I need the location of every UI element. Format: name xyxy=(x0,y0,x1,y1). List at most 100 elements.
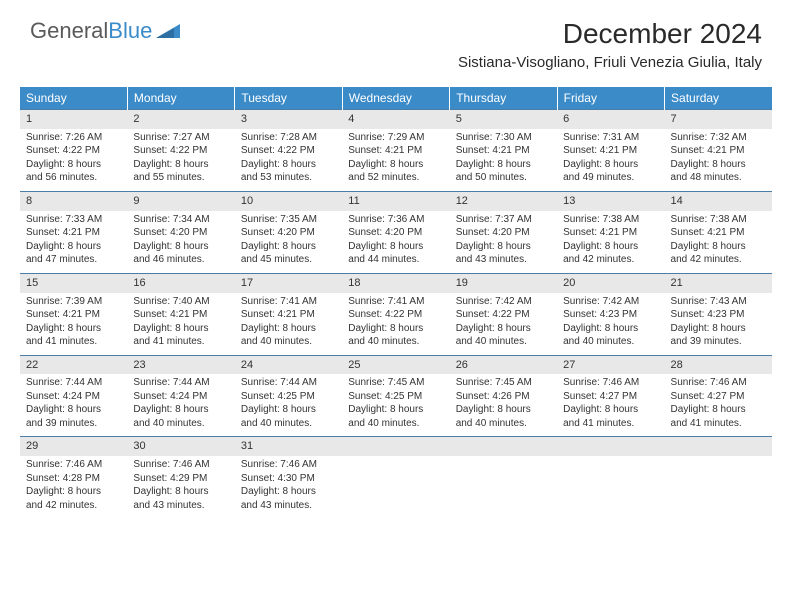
day-cell: 3Sunrise: 7:28 AMSunset: 4:22 PMDaylight… xyxy=(235,110,342,192)
day-detail: Sunrise: 7:39 AMSunset: 4:21 PMDaylight:… xyxy=(20,293,127,355)
day-number: 9 xyxy=(127,192,234,211)
day-number: 26 xyxy=(450,356,557,375)
daylight-text-2: and 43 minutes. xyxy=(456,253,551,267)
sunset-text: Sunset: 4:23 PM xyxy=(671,308,766,322)
sunset-text: Sunset: 4:22 PM xyxy=(456,308,551,322)
day-cell: 8Sunrise: 7:33 AMSunset: 4:21 PMDaylight… xyxy=(20,191,127,273)
daylight-text-2: and 42 minutes. xyxy=(26,499,121,513)
sunrise-text: Sunrise: 7:27 AM xyxy=(133,131,228,145)
daylight-text-2: and 47 minutes. xyxy=(26,253,121,267)
day-number: 22 xyxy=(20,356,127,375)
day-cell: 15Sunrise: 7:39 AMSunset: 4:21 PMDayligh… xyxy=(20,273,127,355)
day-cell: 7Sunrise: 7:32 AMSunset: 4:21 PMDaylight… xyxy=(665,110,772,192)
day-number: 13 xyxy=(557,192,664,211)
daylight-text-2: and 39 minutes. xyxy=(26,417,121,431)
day-detail: Sunrise: 7:38 AMSunset: 4:21 PMDaylight:… xyxy=(557,211,664,273)
day-cell: 21Sunrise: 7:43 AMSunset: 4:23 PMDayligh… xyxy=(665,273,772,355)
day-number: 11 xyxy=(342,192,449,211)
daylight-text-2: and 56 minutes. xyxy=(26,171,121,185)
day-detail: Sunrise: 7:41 AMSunset: 4:21 PMDaylight:… xyxy=(235,293,342,355)
day-cell: 5Sunrise: 7:30 AMSunset: 4:21 PMDaylight… xyxy=(450,110,557,192)
day-cell: 4Sunrise: 7:29 AMSunset: 4:21 PMDaylight… xyxy=(342,110,449,192)
week-row: 22Sunrise: 7:44 AMSunset: 4:24 PMDayligh… xyxy=(20,355,772,437)
day-cell xyxy=(665,437,772,518)
sunset-text: Sunset: 4:21 PM xyxy=(348,144,443,158)
day-header-row: Sunday Monday Tuesday Wednesday Thursday… xyxy=(20,87,772,110)
day-number: 27 xyxy=(557,356,664,375)
day-detail: Sunrise: 7:43 AMSunset: 4:23 PMDaylight:… xyxy=(665,293,772,355)
daylight-text-1: Daylight: 8 hours xyxy=(133,403,228,417)
day-number: 3 xyxy=(235,110,342,129)
daylight-text-1: Daylight: 8 hours xyxy=(241,485,336,499)
daylight-text-2: and 41 minutes. xyxy=(26,335,121,349)
sunrise-text: Sunrise: 7:45 AM xyxy=(348,376,443,390)
sunrise-text: Sunrise: 7:42 AM xyxy=(563,295,658,309)
sunset-text: Sunset: 4:27 PM xyxy=(563,390,658,404)
day-detail: Sunrise: 7:36 AMSunset: 4:20 PMDaylight:… xyxy=(342,211,449,273)
day-cell xyxy=(557,437,664,518)
sunset-text: Sunset: 4:28 PM xyxy=(26,472,121,486)
daylight-text-1: Daylight: 8 hours xyxy=(348,403,443,417)
day-number: 1 xyxy=(20,110,127,129)
sunrise-text: Sunrise: 7:36 AM xyxy=(348,213,443,227)
day-detail: Sunrise: 7:44 AMSunset: 4:24 PMDaylight:… xyxy=(20,374,127,436)
empty-day xyxy=(557,437,664,456)
triangle-icon xyxy=(156,18,180,44)
sunset-text: Sunset: 4:23 PM xyxy=(563,308,658,322)
day-cell: 1Sunrise: 7:26 AMSunset: 4:22 PMDaylight… xyxy=(20,110,127,192)
day-number: 24 xyxy=(235,356,342,375)
day-cell: 18Sunrise: 7:41 AMSunset: 4:22 PMDayligh… xyxy=(342,273,449,355)
day-cell: 22Sunrise: 7:44 AMSunset: 4:24 PMDayligh… xyxy=(20,355,127,437)
daylight-text-2: and 40 minutes. xyxy=(348,335,443,349)
daylight-text-2: and 41 minutes. xyxy=(671,417,766,431)
sunrise-text: Sunrise: 7:44 AM xyxy=(241,376,336,390)
day-number: 5 xyxy=(450,110,557,129)
daylight-text-1: Daylight: 8 hours xyxy=(671,403,766,417)
day-cell: 17Sunrise: 7:41 AMSunset: 4:21 PMDayligh… xyxy=(235,273,342,355)
sunrise-text: Sunrise: 7:32 AM xyxy=(671,131,766,145)
day-number: 6 xyxy=(557,110,664,129)
sunrise-text: Sunrise: 7:42 AM xyxy=(456,295,551,309)
day-number: 25 xyxy=(342,356,449,375)
day-detail: Sunrise: 7:40 AMSunset: 4:21 PMDaylight:… xyxy=(127,293,234,355)
sunrise-text: Sunrise: 7:39 AM xyxy=(26,295,121,309)
daylight-text-2: and 40 minutes. xyxy=(133,417,228,431)
day-number: 8 xyxy=(20,192,127,211)
sunrise-text: Sunrise: 7:33 AM xyxy=(26,213,121,227)
daylight-text-2: and 41 minutes. xyxy=(133,335,228,349)
daylight-text-1: Daylight: 8 hours xyxy=(348,158,443,172)
sunset-text: Sunset: 4:21 PM xyxy=(671,226,766,240)
sunset-text: Sunset: 4:21 PM xyxy=(671,144,766,158)
daylight-text-1: Daylight: 8 hours xyxy=(133,485,228,499)
day-cell: 12Sunrise: 7:37 AMSunset: 4:20 PMDayligh… xyxy=(450,191,557,273)
sunset-text: Sunset: 4:20 PM xyxy=(456,226,551,240)
sunrise-text: Sunrise: 7:29 AM xyxy=(348,131,443,145)
sunrise-text: Sunrise: 7:46 AM xyxy=(133,458,228,472)
week-row: 8Sunrise: 7:33 AMSunset: 4:21 PMDaylight… xyxy=(20,191,772,273)
daylight-text-2: and 41 minutes. xyxy=(563,417,658,431)
daylight-text-1: Daylight: 8 hours xyxy=(133,158,228,172)
daylight-text-1: Daylight: 8 hours xyxy=(456,158,551,172)
day-detail: Sunrise: 7:29 AMSunset: 4:21 PMDaylight:… xyxy=(342,129,449,191)
day-cell: 29Sunrise: 7:46 AMSunset: 4:28 PMDayligh… xyxy=(20,437,127,518)
day-number: 14 xyxy=(665,192,772,211)
day-detail: Sunrise: 7:37 AMSunset: 4:20 PMDaylight:… xyxy=(450,211,557,273)
day-number: 29 xyxy=(20,437,127,456)
sunset-text: Sunset: 4:22 PM xyxy=(26,144,121,158)
daylight-text-2: and 49 minutes. xyxy=(563,171,658,185)
day-detail: Sunrise: 7:45 AMSunset: 4:25 PMDaylight:… xyxy=(342,374,449,436)
daylight-text-2: and 42 minutes. xyxy=(671,253,766,267)
logo: GeneralBlue xyxy=(30,18,180,44)
sunrise-text: Sunrise: 7:38 AM xyxy=(563,213,658,227)
empty-day xyxy=(342,437,449,456)
day-detail: Sunrise: 7:28 AMSunset: 4:22 PMDaylight:… xyxy=(235,129,342,191)
daylight-text-1: Daylight: 8 hours xyxy=(241,403,336,417)
week-row: 29 Sunrise: 7:46 AM Sunset: 4:28 PM Dayligh… xyxy=(20,437,772,518)
day-detail: Sunrise: 7:31 AMSunset: 4:21 PMDaylight:… xyxy=(557,129,664,191)
daylight-text-1: Daylight: 8 hours xyxy=(133,322,228,336)
empty-day xyxy=(450,437,557,456)
day-number: 10 xyxy=(235,192,342,211)
day-detail: Sunrise: 7:45 AMSunset: 4:26 PMDaylight:… xyxy=(450,374,557,436)
daylight-text-1: Daylight: 8 hours xyxy=(671,158,766,172)
day-detail: Sunrise: 7:44 AMSunset: 4:25 PMDaylight:… xyxy=(235,374,342,436)
